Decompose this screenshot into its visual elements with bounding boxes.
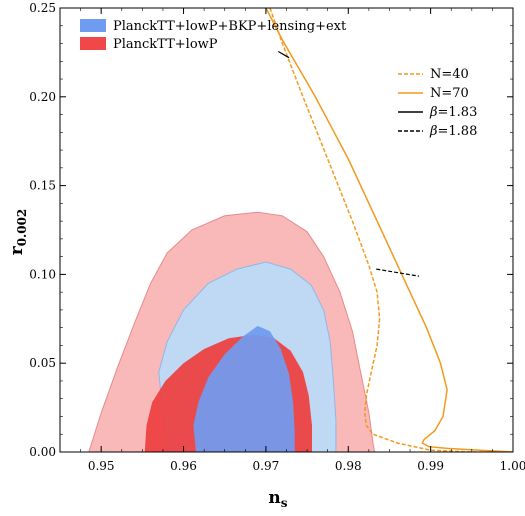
contour-legend: PlanckTT+lowP+BKP+lensing+ext PlanckTT+lo… xyxy=(80,19,347,52)
contour-plancktt-lowp-bkp-lensing-ext-68 xyxy=(193,325,295,452)
legend-label-1-83: β=1.83 xyxy=(429,105,477,120)
x-tick-label: 0.96 xyxy=(170,459,197,473)
curve-1-88 xyxy=(376,268,420,277)
model-curves xyxy=(265,8,513,452)
legend-label-plancktt-lowp: PlanckTT+lowP xyxy=(113,37,218,52)
x-tick-label: 0.95 xyxy=(88,459,115,473)
legend-label-n-40: N=40 xyxy=(430,67,469,82)
curve-1-83 xyxy=(277,50,290,59)
legend-swatch-plancktt-lowp xyxy=(80,37,106,50)
y-axis: 0.00 0.05 0.10 0.15 0.20 0.25 xyxy=(29,1,513,459)
legend-label-n-70: N=70 xyxy=(430,86,469,101)
x-axis: 0.95 0.96 0.97 0.98 0.99 1.00 xyxy=(59,8,525,473)
x-tick-label: 0.99 xyxy=(417,459,444,473)
x-tick-label: 0.98 xyxy=(335,459,362,473)
line-legend: N=40 N=70 β=1.83 β=1.88 xyxy=(398,67,477,139)
y-tick-label: 0.15 xyxy=(29,179,56,193)
y-tick-label: 0.25 xyxy=(29,1,56,15)
y-tick-label: 0.05 xyxy=(29,356,56,370)
y-axis-label: r0.002 xyxy=(7,209,29,256)
x-tick-label: 0.97 xyxy=(253,459,280,473)
y-tick-label: 0.20 xyxy=(29,90,56,104)
contour-regions xyxy=(88,211,376,452)
curve-n-70 xyxy=(265,8,513,452)
curve-n-40 xyxy=(269,8,513,452)
y-tick-label: 0.00 xyxy=(29,445,56,459)
x-axis-label: ns xyxy=(268,488,287,510)
y-tick-label: 0.10 xyxy=(29,267,56,281)
x-tick-label: 1.00 xyxy=(500,459,525,473)
legend-label-plancktt-lowp-bkp-lensing-ext: PlanckTT+lowP+BKP+lensing+ext xyxy=(113,19,347,34)
legend-swatch-plancktt-lowp-bkp-lensing-ext xyxy=(80,19,106,32)
legend-label-1-88: β=1.88 xyxy=(429,124,477,139)
